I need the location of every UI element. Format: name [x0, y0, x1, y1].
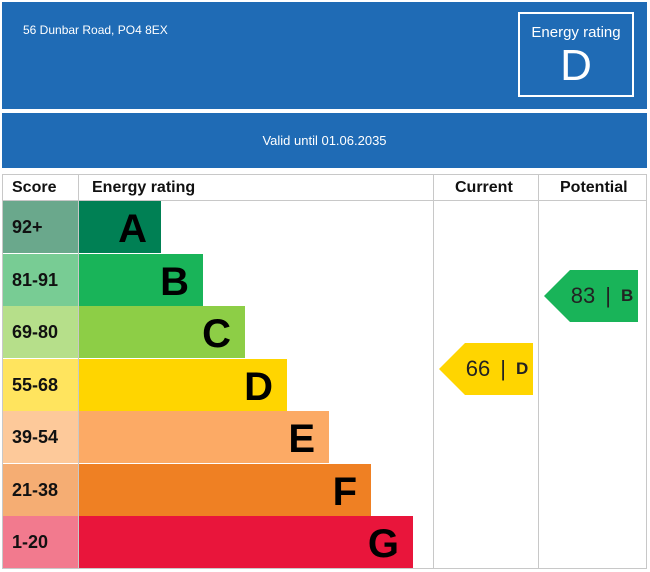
band-bar-e: E: [79, 411, 329, 463]
band-bar-b: B: [79, 253, 203, 306]
potential-rating-separator: |: [605, 283, 611, 308]
validity-text: Valid until 01.06.2035: [262, 133, 387, 148]
current-header: Current: [455, 179, 513, 196]
potential-rating-letter: B: [620, 286, 634, 305]
band-bar-f: F: [79, 463, 371, 516]
band-score: 1-20: [3, 516, 78, 568]
band-bar-d: D: [79, 358, 287, 411]
validity-banner: Valid until 01.06.2035: [2, 113, 647, 168]
energy-rating-table: Score Energy rating Current Potential 66…: [2, 174, 647, 569]
band-score: 21-38: [3, 463, 78, 516]
band-letter: G: [367, 522, 399, 566]
energy-rating-box: Energy rating D: [518, 12, 634, 97]
score-header: Score: [12, 179, 57, 196]
column-divider: [78, 175, 79, 568]
band-bar-g: G: [79, 516, 413, 568]
potential-header: Potential: [560, 179, 628, 196]
current-rating-value: 66: [465, 356, 491, 381]
current-rating-separator: |: [500, 356, 506, 381]
potential-rating-arrow: 83 | B: [544, 270, 638, 322]
current-rating-letter: D: [515, 359, 529, 378]
header-banner: 56 Dunbar Road, PO4 8EX Energy rating D: [2, 2, 647, 109]
energy-rating-label: Energy rating: [531, 24, 621, 41]
header-divider: [3, 200, 646, 201]
band-letter: A: [118, 207, 147, 251]
band-score: 92+: [3, 201, 78, 253]
band-letter: F: [332, 469, 357, 514]
band-score: 55-68: [3, 358, 78, 411]
band-score: 81-91: [3, 253, 78, 306]
column-divider: [433, 175, 434, 568]
band-bar-c: C: [79, 306, 245, 358]
band-letter: B: [160, 259, 189, 304]
band-letter: D: [244, 364, 273, 409]
band-bar-a: A: [79, 201, 161, 253]
band-letter: C: [202, 312, 231, 356]
column-divider: [538, 175, 539, 568]
energy-rating-header: Energy rating: [92, 179, 196, 196]
energy-rating-value: D: [560, 41, 592, 90]
property-address: 56 Dunbar Road, PO4 8EX: [23, 23, 168, 37]
band-score: 69-80: [3, 306, 78, 358]
potential-rating-value: 83: [570, 283, 596, 308]
current-rating-arrow: 66 | D: [439, 343, 533, 395]
band-score: 39-54: [3, 411, 78, 463]
band-letter: E: [288, 417, 315, 461]
